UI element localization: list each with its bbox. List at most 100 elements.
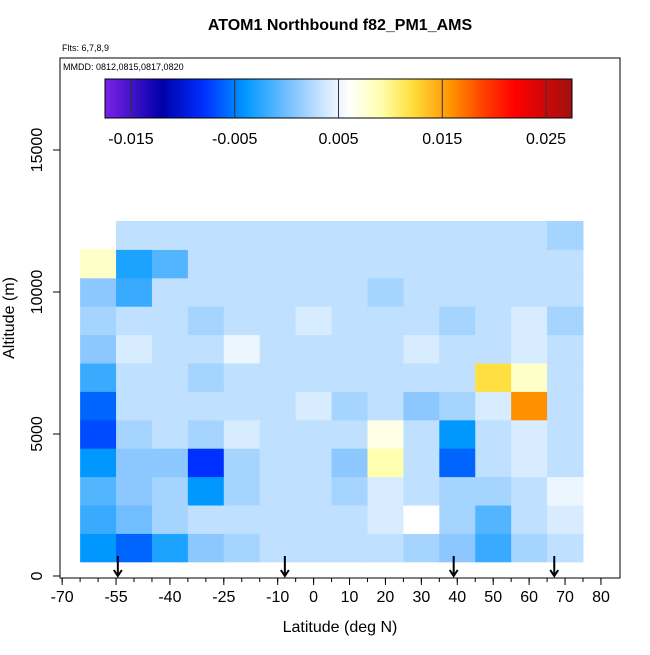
heatmap-cell	[547, 505, 584, 534]
x-tick-label: -55	[104, 589, 127, 606]
heatmap-cell	[223, 533, 261, 563]
heatmap-cell	[547, 476, 584, 506]
heatmap-cell	[439, 391, 476, 421]
heatmap-cell	[403, 419, 440, 449]
heatmap-cell	[511, 334, 548, 364]
heatmap-cell	[547, 391, 584, 421]
heatmap-cell	[187, 448, 225, 478]
heatmap-cell	[223, 363, 261, 392]
heatmap-cell	[331, 249, 368, 279]
heatmap-cell	[223, 277, 261, 307]
heatmap-cell	[511, 533, 548, 563]
heatmap-cell	[367, 533, 404, 563]
heatmap-cell	[223, 306, 261, 336]
x-tick-label: 70	[556, 589, 574, 606]
heatmap-cell	[331, 448, 368, 478]
heatmap-cell	[331, 419, 368, 449]
heatmap-cell	[547, 334, 584, 364]
x-tick-label: 10	[341, 589, 359, 606]
chart-title: ATOM1 Northbound f82_PM1_AMS	[208, 17, 473, 34]
heatmap-cell	[475, 277, 512, 307]
heatmap-cell	[547, 306, 584, 336]
x-tick-label: -40	[158, 589, 181, 606]
heatmap-cell	[439, 419, 476, 449]
x-tick-label: 30	[412, 589, 430, 606]
heatmap-cell	[439, 277, 476, 307]
heatmap-cell	[439, 476, 476, 506]
x-tick-label: 40	[448, 589, 466, 606]
heatmap-cell	[116, 277, 153, 307]
heatmap-cell	[116, 221, 153, 250]
flight-arrow-head	[112, 569, 123, 578]
heatmap-cell	[403, 476, 440, 506]
heatmap-cell	[295, 363, 333, 392]
heatmap-cell	[187, 533, 225, 563]
heatmap-cell	[223, 334, 261, 364]
heatmap-cell	[151, 249, 189, 279]
heatmap-cell	[80, 476, 117, 506]
heatmap-cell	[547, 419, 584, 449]
heatmap-cell	[403, 221, 440, 250]
heatmap-cell	[547, 249, 584, 279]
heatmap-cell	[151, 277, 189, 307]
heatmap-cell	[511, 277, 548, 307]
heatmap-cell	[187, 391, 225, 421]
heatmap-cell	[259, 249, 297, 279]
heatmap-cell	[80, 277, 117, 307]
heatmap-cell	[295, 249, 333, 279]
heatmap-cell	[223, 391, 261, 421]
heatmap-cell	[547, 363, 584, 392]
flight-arrow-head	[549, 569, 560, 578]
heatmap-cell	[331, 277, 368, 307]
heatmap-cell	[475, 221, 512, 250]
heatmap-cell	[223, 505, 261, 534]
heatmap-cell	[511, 505, 548, 534]
y-tick-label: 10000	[29, 270, 46, 315]
heatmap-cell	[475, 419, 512, 449]
heatmap-cell	[511, 221, 548, 250]
heatmap-cell	[151, 476, 189, 506]
heatmap-cell	[439, 221, 476, 250]
heatmap-cell	[295, 419, 333, 449]
colorbar-tick-label: -0.015	[108, 131, 153, 148]
heatmap-cell	[475, 391, 512, 421]
heatmap-cell	[187, 249, 225, 279]
heatmap-cell	[295, 505, 333, 534]
heatmap-cell	[403, 363, 440, 392]
heatmap-cell	[331, 476, 368, 506]
heatmap-cell	[151, 419, 189, 449]
heatmap-cell	[511, 363, 548, 392]
colorbar-tick-label: 0.025	[526, 131, 566, 148]
heatmap-cell	[80, 533, 117, 563]
heatmap-cell	[475, 334, 512, 364]
y-tick-label: 5000	[29, 416, 46, 452]
heatmap-cell	[403, 391, 440, 421]
heatmap-cell	[403, 533, 440, 563]
x-tick-label: 60	[520, 589, 538, 606]
heatmap-cell	[547, 221, 584, 250]
heatmap-cell	[80, 419, 117, 449]
flight-arrow-head	[448, 569, 459, 578]
x-axis-label: Latitude (deg N)	[283, 619, 398, 636]
heatmap-cell	[116, 391, 153, 421]
heatmap-cell	[151, 334, 189, 364]
heatmap-cell	[439, 306, 476, 336]
heatmap-cell	[187, 221, 225, 250]
heatmap-cell	[475, 476, 512, 506]
heatmap-cell	[151, 363, 189, 392]
heatmap-cell	[475, 249, 512, 279]
heatmap-cell	[547, 448, 584, 478]
heatmap-cell	[116, 334, 153, 364]
heatmap-cell	[511, 249, 548, 279]
x-tick-label: -70	[51, 589, 74, 606]
heatmap-cell	[475, 505, 512, 534]
x-tick-label: -10	[266, 589, 289, 606]
heatmap-cell	[151, 448, 189, 478]
heatmap-cell	[367, 277, 404, 307]
x-tick-label: 20	[377, 589, 395, 606]
heatmap-cell	[187, 306, 225, 336]
x-tick-label: 50	[484, 589, 502, 606]
colorbar-tick-label: -0.005	[212, 131, 257, 148]
heatmap-cell	[151, 533, 189, 563]
heatmap-cell	[187, 505, 225, 534]
